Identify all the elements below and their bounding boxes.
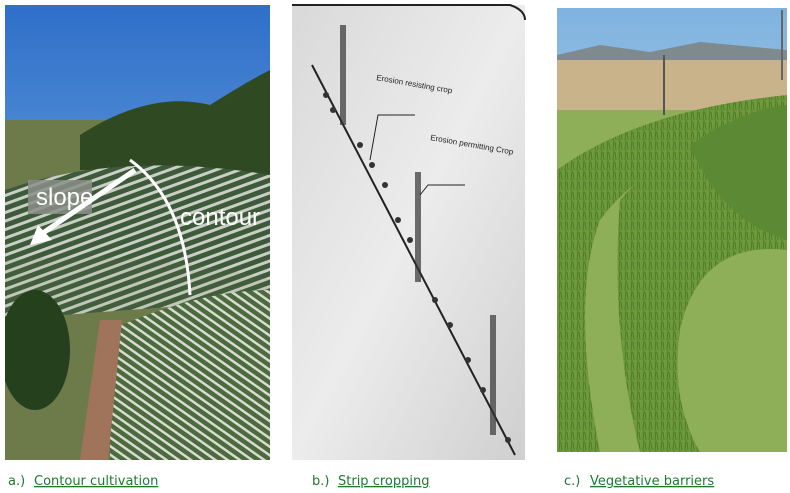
page-edge — [292, 4, 526, 21]
mountains — [557, 42, 787, 60]
tree — [5, 290, 70, 410]
leader — [419, 184, 465, 196]
paper — [292, 5, 525, 460]
caption-prefix: b.) — [312, 474, 329, 489]
field — [110, 290, 270, 460]
leader — [369, 114, 415, 161]
plants — [323, 25, 511, 443]
grass-row — [690, 105, 787, 240]
caption-prefix: c.) — [564, 474, 580, 489]
caption-prefix: a.) — [8, 474, 25, 489]
panel-vegetative — [557, 8, 787, 452]
contour-line — [129, 158, 192, 296]
panel-strip: Erosion resisting crop Erosion permittin… — [292, 4, 526, 460]
contour-label: contour — [180, 204, 260, 231]
panel-contour: slope contour — [5, 5, 270, 460]
hill — [80, 70, 270, 175]
arrow-head — [30, 225, 52, 245]
dirt-road — [80, 320, 122, 460]
slope-label: slope — [36, 184, 93, 211]
caption: Vegetative barriers — [590, 474, 714, 489]
slope-arrow — [38, 167, 137, 238]
caption: Contour cultivation — [34, 474, 158, 489]
caption: Strip cropping — [338, 474, 429, 489]
grass-row — [557, 95, 787, 452]
